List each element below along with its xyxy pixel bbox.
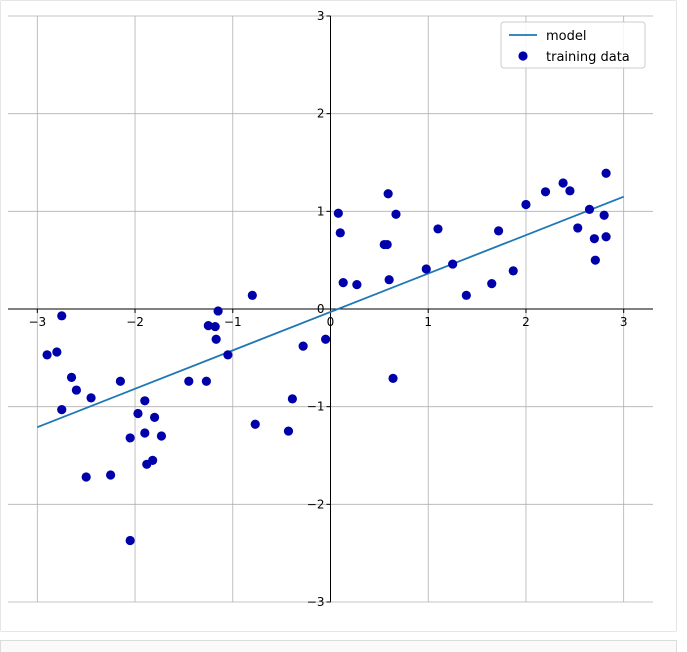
training-data-point — [335, 228, 345, 238]
x-tick-label: −2 — [126, 315, 144, 329]
training-data-point — [287, 394, 297, 404]
training-data-point — [461, 290, 471, 300]
y-tick-label: −3 — [307, 595, 325, 609]
training-data-point — [106, 470, 116, 480]
y-tick-label: 1 — [317, 204, 325, 218]
training-data-point — [213, 306, 223, 316]
training-data-point — [283, 426, 294, 436]
y-tick-label: 2 — [317, 107, 325, 121]
training-data-point — [156, 431, 167, 441]
training-data-point — [448, 259, 458, 269]
training-data-point — [558, 178, 568, 188]
training-data-point — [149, 412, 160, 423]
x-tick-label: 0 — [327, 315, 335, 329]
training-data-point — [184, 376, 194, 386]
y-tick-label: 0 — [317, 302, 325, 316]
training-data-point — [521, 199, 531, 210]
training-data-point — [81, 472, 91, 482]
training-data-point — [42, 350, 52, 360]
training-data-point — [383, 189, 393, 199]
training-data-point — [57, 311, 67, 321]
training-data-point — [590, 255, 600, 265]
x-tick-label: −1 — [224, 315, 242, 329]
training-data-point — [86, 393, 96, 403]
legend-label-model: model — [546, 29, 586, 44]
training-data-point — [52, 347, 62, 357]
training-data-point — [210, 321, 220, 332]
training-data-point — [321, 334, 331, 344]
series — [36, 168, 625, 546]
legend-label-training-data: training data — [546, 50, 630, 65]
training-data-point — [333, 208, 343, 218]
training-data-point — [203, 321, 213, 331]
training-data-point — [599, 210, 609, 220]
training-data-point — [433, 224, 443, 234]
training-data-point — [493, 226, 504, 236]
training-data-point — [247, 290, 257, 300]
ticks: −3 −2 −1 0 1 2 3 −3 −2 −1 0 1 2 3 — [28, 9, 627, 609]
training-data-point — [540, 187, 551, 197]
training-data-point — [565, 186, 575, 196]
training-data-point — [352, 279, 362, 290]
y-tick-label: −2 — [307, 497, 325, 511]
y-tick-label: 3 — [317, 9, 325, 23]
training-data-point — [298, 341, 308, 351]
training-data-point — [382, 239, 392, 250]
training-data-point — [148, 455, 158, 465]
training-data-point — [508, 266, 518, 276]
training-data-point — [584, 204, 595, 214]
training-data-point — [133, 408, 143, 419]
training-data-point — [125, 535, 135, 546]
training-data-point — [66, 372, 77, 382]
training-data-point — [421, 264, 431, 274]
x-tick-label: −3 — [28, 315, 46, 329]
training-data-point — [140, 428, 150, 438]
training-data-point — [388, 373, 398, 383]
training-data-point — [115, 376, 125, 386]
model-line — [36, 195, 625, 429]
training-data-point — [140, 396, 150, 406]
training-data-point — [57, 404, 67, 415]
legend: model training data — [500, 21, 646, 69]
legend-frame — [500, 21, 646, 69]
training-data-point — [201, 376, 211, 386]
training-data-point — [487, 279, 497, 289]
training-data-point — [223, 350, 233, 360]
legend-marker-swatch — [518, 51, 528, 61]
training-data-point — [250, 419, 260, 429]
training-data-point — [384, 275, 394, 285]
training-data-point — [601, 232, 611, 242]
x-tick-label: 1 — [424, 315, 432, 329]
training-data-point — [125, 433, 135, 443]
x-tick-label: 2 — [522, 315, 530, 329]
output-cell — [0, 0, 677, 632]
x-tick-label: 3 — [620, 315, 628, 329]
training-data-point — [573, 223, 583, 233]
training-data-point — [338, 278, 348, 288]
y-tick-label: −1 — [307, 400, 325, 414]
training-data-point — [391, 209, 401, 219]
training-data-point — [589, 234, 599, 244]
training-data-point — [211, 334, 221, 344]
training-data-point — [71, 385, 82, 395]
scrollbar-track[interactable] — [677, 0, 687, 632]
training-data-point — [601, 168, 611, 178]
